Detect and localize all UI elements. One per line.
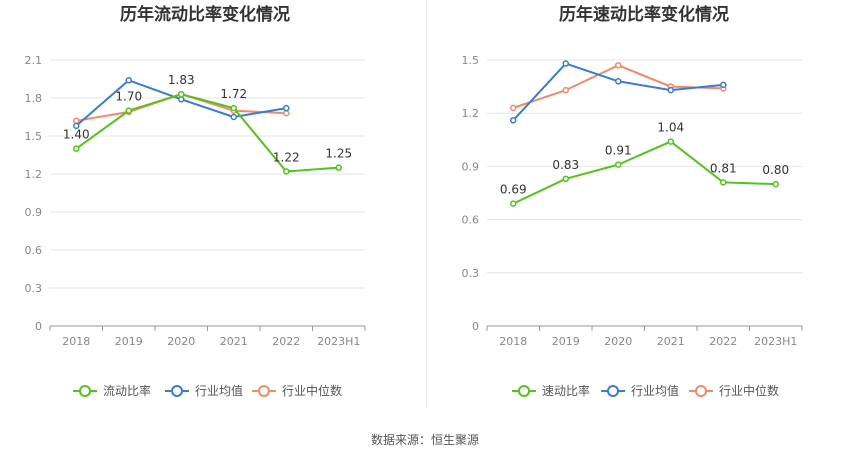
series-line <box>512 140 776 205</box>
data-point <box>615 78 622 85</box>
x-tick-label: 2021 <box>657 335 685 348</box>
data-point <box>283 109 290 117</box>
series-line <box>75 93 339 173</box>
data-point <box>73 122 80 130</box>
x-tick-label: 2023H1 <box>317 335 360 348</box>
y-tick-label: 0.3 <box>25 282 43 295</box>
data-point <box>562 175 569 183</box>
data-point <box>720 81 727 89</box>
x-tick-label: 2021 <box>220 335 248 348</box>
legend-label: 行业均值 <box>631 383 679 398</box>
x-tick-label: 2023H1 <box>754 335 797 348</box>
data-point <box>178 90 185 98</box>
data-point <box>772 180 779 188</box>
legend-label: 行业中位数 <box>719 383 779 398</box>
y-tick-label: 1.5 <box>462 54 480 67</box>
data-label: 1.40 <box>63 128 90 142</box>
legend-swatch-marker <box>607 385 619 397</box>
data-label: 1.70 <box>115 90 142 104</box>
x-tick-label: 2022 <box>709 335 737 348</box>
quick-ratio-chart: 历年速动比率变化情况 0 0.3 0.6 0.9 1.2 1.5 2018 2019 2020 20… <box>462 4 803 398</box>
data-point <box>615 161 622 168</box>
data-point <box>125 107 132 114</box>
y-tick-label: 1.2 <box>25 168 43 181</box>
y-tick-label: 0.9 <box>25 206 43 219</box>
legend-label: 流动比率 <box>103 383 151 398</box>
data-point <box>510 200 517 207</box>
y-tick-label: 1.2 <box>462 107 480 120</box>
x-tick-label: 2019 <box>115 335 143 348</box>
series-line <box>512 62 724 121</box>
data-label: 0.83 <box>552 158 579 172</box>
legend-swatch-marker <box>518 385 530 397</box>
data-point <box>283 168 290 175</box>
data-point <box>178 96 185 103</box>
legend-label: 行业均值 <box>195 383 243 398</box>
y-tick-label: 0.6 <box>462 214 480 227</box>
chart-title: 历年流动比率变化情况 <box>120 4 290 25</box>
y-tick-label: 0 <box>472 320 479 333</box>
y-tick-label: 0.3 <box>462 267 480 280</box>
data-point <box>335 164 342 171</box>
y-tick-label: 0.6 <box>25 244 43 257</box>
data-label: 0.91 <box>605 144 632 158</box>
data-point <box>562 60 569 67</box>
y-tick-label: 2.1 <box>25 54 43 67</box>
data-source-note: 数据来源：恒生聚源 <box>370 433 479 447</box>
data-point <box>73 117 80 125</box>
data-point <box>720 179 727 186</box>
y-tick-label: 1.5 <box>25 130 43 143</box>
chart-title: 历年速动比率变化情况 <box>559 4 729 25</box>
chart-divider <box>426 0 427 408</box>
data-point <box>667 138 674 145</box>
data-point <box>615 62 622 69</box>
data-point <box>510 117 517 124</box>
y-tick-label: 0 <box>35 320 42 333</box>
data-label: 1.72 <box>220 87 247 101</box>
data-label: 0.80 <box>762 163 789 177</box>
x-tick-label: 2018 <box>62 335 90 348</box>
current-ratio-chart: 历年流动比率变化情况 0 0.3 0.6 0.9 1.2 1.5 1.8 2.1 2018 2019… <box>25 4 366 398</box>
data-point <box>562 86 569 94</box>
data-point <box>230 113 237 121</box>
x-tick-label: 2018 <box>499 335 527 348</box>
x-tick-label: 2020 <box>604 335 632 348</box>
legend-label: 行业中位数 <box>282 383 342 398</box>
data-point <box>230 104 237 112</box>
data-point <box>510 104 517 112</box>
x-tick-label: 2022 <box>272 335 300 348</box>
x-tick-label: 2020 <box>167 335 195 348</box>
legend-swatch-marker <box>258 385 270 397</box>
data-label: 1.25 <box>325 147 352 161</box>
y-tick-label: 1.8 <box>25 92 43 105</box>
x-tick-label: 2019 <box>552 335 580 348</box>
y-tick-label: 0.9 <box>462 160 480 173</box>
legend-swatch-marker <box>695 385 707 397</box>
legend-swatch-marker <box>79 385 91 397</box>
data-label: 0.69 <box>500 183 527 197</box>
data-label: 1.22 <box>273 150 300 164</box>
data-label: 0.81 <box>710 161 737 175</box>
data-point <box>125 77 132 84</box>
data-point <box>283 104 290 112</box>
data-label: 1.04 <box>657 121 684 135</box>
legend-label: 速动比率 <box>542 383 590 398</box>
data-point <box>667 86 674 94</box>
data-point <box>73 145 80 152</box>
legend-swatch-marker <box>171 385 183 397</box>
data-label: 1.83 <box>168 73 195 87</box>
